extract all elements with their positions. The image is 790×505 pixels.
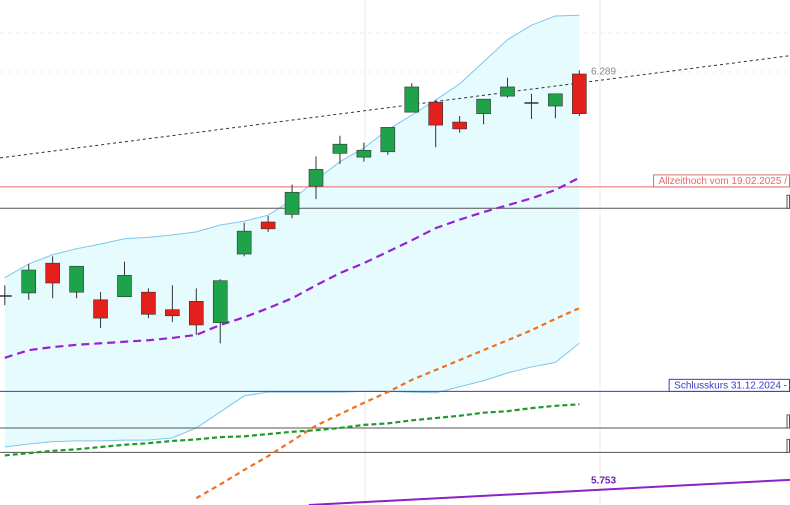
price-label: 6.289 [591,66,616,77]
candle-body [165,309,180,317]
candle-body [308,169,324,187]
candle-body [69,265,84,293]
candle-body [117,275,132,298]
moving-average [4,403,580,457]
candle-body [141,291,156,315]
candle-body [260,221,276,230]
moving-average [4,176,580,359]
candle-body [452,121,467,130]
candle-body [572,73,587,114]
level-tag [786,414,790,429]
band-lower [4,342,580,448]
candle-body [93,299,108,319]
candle-body [500,86,515,97]
level-tag [786,438,790,453]
candle-body [428,101,443,126]
candle-body [45,262,60,284]
trendline [308,478,790,505]
candle-body [548,93,563,107]
level-label: Allzeithoch vom 19.02.2025 / [659,176,788,187]
level-tag [786,194,790,209]
candle-body [476,98,491,114]
candle-body [356,149,372,158]
candle-body [332,143,348,154]
trendline [0,55,790,159]
band-fill [4,15,580,448]
candle-body [380,127,396,153]
candle-body [21,269,37,294]
moving-average [195,307,580,500]
candle-body [284,191,300,215]
price-label: 5.753 [591,475,616,486]
candle-body [236,230,252,255]
candle-body [404,86,420,113]
candle-body [189,301,204,326]
candle-body [212,280,228,323]
level-label: Schlusskurs 31.12.2024 - [674,380,787,391]
